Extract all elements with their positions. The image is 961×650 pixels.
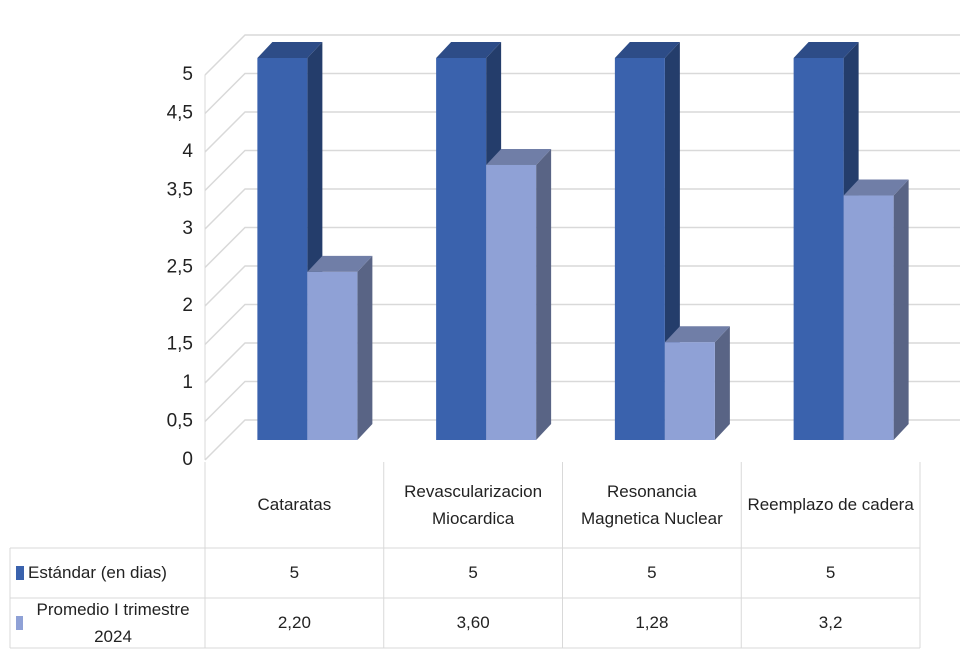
bar-top xyxy=(614,42,680,58)
category-label-text: Revascularizacion Miocardica xyxy=(404,481,543,528)
data-label: 1,28 xyxy=(563,598,742,648)
grid-line xyxy=(204,34,960,76)
bar-side xyxy=(536,148,552,440)
grid-line xyxy=(204,226,960,269)
bar xyxy=(843,179,909,440)
bar-top xyxy=(843,179,909,196)
data-label-text: 5 xyxy=(468,563,478,583)
y-tick-label: 4,5 xyxy=(167,103,193,124)
bar-front xyxy=(793,58,844,440)
y-tick-label: 4 xyxy=(182,141,193,162)
bar-front xyxy=(614,58,665,440)
grid-line xyxy=(204,188,960,230)
bar-top xyxy=(793,42,859,58)
data-label: 3,2 xyxy=(741,598,920,648)
bar-front xyxy=(436,58,487,440)
bar xyxy=(307,255,373,440)
category-label-text: Resonancia Magnetica Nuclear xyxy=(581,481,723,528)
bar-front xyxy=(257,58,308,440)
bar-front xyxy=(307,271,358,440)
grid-line xyxy=(204,149,960,192)
y-tick-label: 2,5 xyxy=(167,257,193,278)
legend-entry: Promedio I trimestre 2024 xyxy=(10,598,205,648)
bar-top xyxy=(664,326,730,343)
legend-key xyxy=(16,616,24,630)
y-tick-label: 0 xyxy=(182,449,193,470)
bar-top xyxy=(486,148,552,165)
bar-front xyxy=(486,164,537,440)
data-label: 3,60 xyxy=(384,598,563,648)
bar-front xyxy=(664,342,715,440)
data-label: 5 xyxy=(384,548,563,598)
data-label-text: 2,20 xyxy=(277,613,311,633)
grid-line xyxy=(204,303,960,346)
bar-top xyxy=(307,255,373,272)
data-label-text: 1,28 xyxy=(635,613,669,633)
bar-side xyxy=(714,326,730,440)
category-label-text: Cataratas xyxy=(257,495,332,515)
legend-key xyxy=(16,566,24,580)
data-label-text: 3,60 xyxy=(456,613,490,633)
data-label: 5 xyxy=(741,548,920,598)
legend-text: Promedio I trimestre 2024 xyxy=(36,599,190,646)
grid-line xyxy=(204,72,960,115)
data-label: 5 xyxy=(563,548,742,598)
bar-side xyxy=(357,255,373,440)
data-label: 5 xyxy=(205,548,384,598)
data-label-text: 3,2 xyxy=(818,613,843,633)
bar-front xyxy=(843,195,894,440)
category-label: Revascularizacion Miocardica xyxy=(384,462,563,548)
data-label: 2,20 xyxy=(205,598,384,648)
y-tick-label: 1,5 xyxy=(167,334,193,355)
bar-top xyxy=(257,42,323,58)
category-label: Resonancia Magnetica Nuclear xyxy=(563,462,742,548)
bar-side xyxy=(893,179,909,440)
legend-entry: Estándar (en dias) xyxy=(10,548,205,598)
y-tick-label: 3,5 xyxy=(167,180,193,201)
grid-line xyxy=(204,111,960,153)
y-tick-label: 2 xyxy=(182,295,193,316)
y-tick-label: 0,5 xyxy=(167,411,193,432)
data-label-text: 5 xyxy=(289,563,300,583)
category-label: Reemplazo de cadera xyxy=(741,462,920,548)
bar xyxy=(664,326,730,440)
bar xyxy=(486,148,552,440)
data-label-text: 5 xyxy=(647,563,657,583)
grid-line xyxy=(204,265,960,307)
bar-top xyxy=(436,42,502,58)
y-tick-label: 5 xyxy=(182,64,193,85)
data-label-text: 5 xyxy=(825,563,836,583)
y-tick-label: 1 xyxy=(182,372,193,393)
y-tick-label: 3 xyxy=(182,218,193,239)
legend-text: Estándar (en dias) xyxy=(28,563,167,583)
category-label: Cataratas xyxy=(205,462,384,548)
bar xyxy=(257,42,323,440)
category-label-text: Reemplazo de cadera xyxy=(747,495,914,515)
